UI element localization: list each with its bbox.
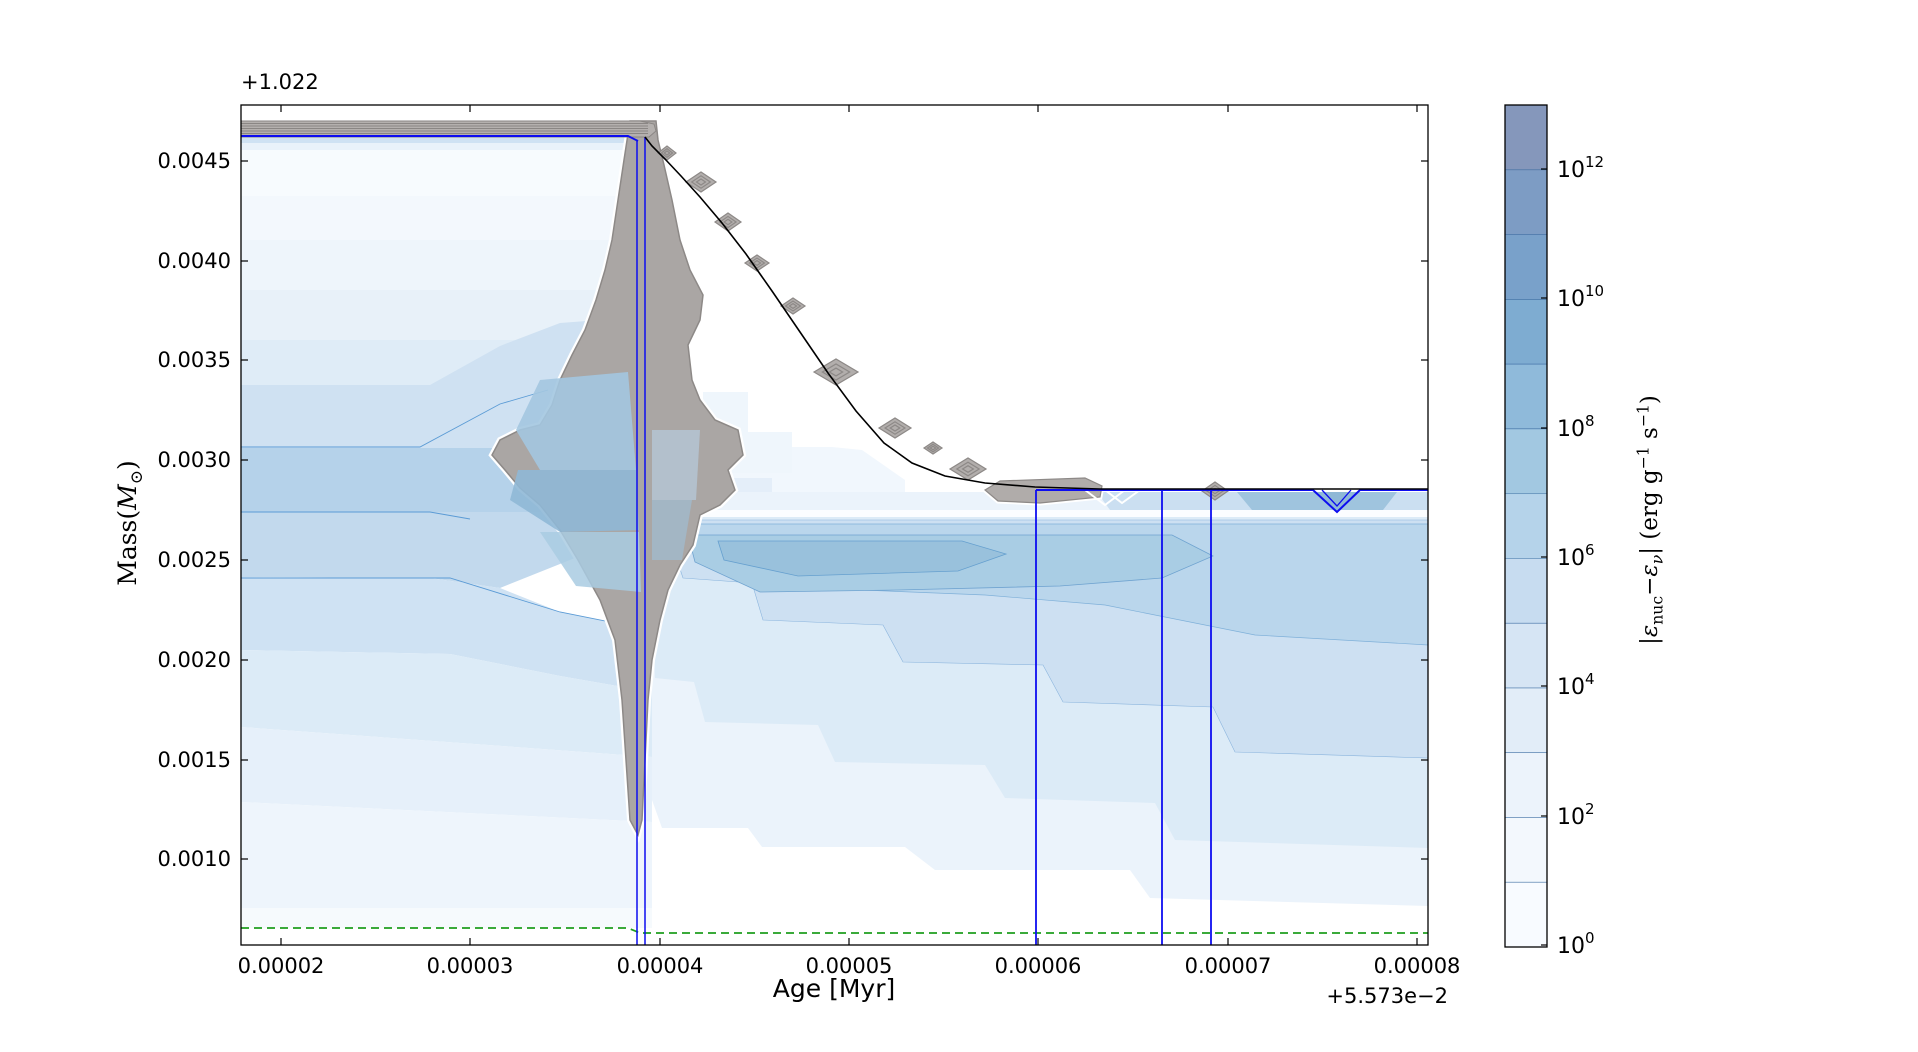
colorbar-title: |εnuc−εν| (erg g−1 s−1): [1633, 395, 1667, 645]
colorbar-tick-label: 100: [1557, 929, 1595, 959]
convective-island: [948, 457, 988, 481]
total-mass-line: [644, 136, 1428, 490]
colorbar-tick-label: 1010: [1557, 282, 1604, 312]
convective-island: [723, 218, 733, 226]
convective-island: [784, 300, 802, 312]
axes: 0.00002 0.00003 0.00004 0.00005 0.00006 0.000…: [158, 104, 1461, 978]
x-tick-label: 0.00005: [806, 954, 893, 978]
colorbar-tick-label: 106: [1557, 541, 1595, 571]
convective-island: [955, 461, 981, 477]
y-tick-label: 0.0020: [158, 648, 231, 672]
y-tick-label: 0.0035: [158, 348, 231, 372]
convective-island: [713, 212, 743, 232]
colorbar-tick-label: 1012: [1557, 153, 1604, 183]
convective-island: [684, 171, 718, 193]
colorbar-tick-label: 104: [1557, 670, 1595, 700]
x-axis-offset-text: +5.573e−2: [1326, 984, 1448, 1008]
convective-island: [812, 358, 860, 386]
convective-island: [883, 421, 907, 435]
plot-area: [241, 105, 1428, 945]
convective-island: [779, 297, 807, 315]
y-axis-offset-text: +1.022: [241, 70, 319, 94]
colorbar-tick-label: 102: [1557, 800, 1595, 830]
convective-island: [926, 443, 940, 453]
blue-marker-line: [1036, 489, 1428, 514]
x-tick-label: 0.00004: [617, 954, 704, 978]
convective-island: [690, 175, 712, 189]
x-axis-title: Age [Myr]: [772, 974, 896, 1003]
y-tick-label: 0.0040: [158, 249, 231, 273]
convective-island: [743, 254, 771, 272]
convective-island: [695, 178, 707, 186]
convective-island: [663, 150, 671, 156]
convective-island: [922, 441, 944, 455]
convective-island: [828, 367, 844, 377]
convective-island: [877, 417, 913, 439]
x-tick-label: 0.00002: [238, 954, 325, 978]
blue-marker-line: [241, 135, 639, 142]
colorbar-tick-label: 108: [1557, 412, 1595, 442]
convective-island: [752, 259, 762, 267]
convective-island: [718, 215, 738, 229]
convective-island: [889, 424, 901, 432]
y-tick-label: 0.0015: [158, 748, 231, 772]
y-tick-label: 0.0010: [158, 847, 231, 871]
convective-island: [961, 464, 975, 474]
x-tick-label: 0.00007: [1185, 954, 1272, 978]
convective-island: [929, 445, 937, 451]
y-tick-label: 0.0045: [158, 149, 231, 173]
blue-marker-line: [1321, 489, 1352, 507]
convective-island: [660, 147, 674, 159]
colorbar: 100 102 104 106 108 1010 1012: [1504, 104, 1604, 959]
green-dashed-line: [241, 927, 1428, 934]
x-tick-label: 0.00006: [995, 954, 1082, 978]
y-tick-label: 0.0030: [158, 448, 231, 472]
y-tick-label: 0.0025: [158, 548, 231, 572]
y-axis-title: Mass(M⊙): [113, 460, 147, 586]
x-tick-label: 0.00003: [427, 954, 514, 978]
convective-island: [788, 302, 798, 310]
x-tick-label: 0.00008: [1374, 954, 1461, 978]
